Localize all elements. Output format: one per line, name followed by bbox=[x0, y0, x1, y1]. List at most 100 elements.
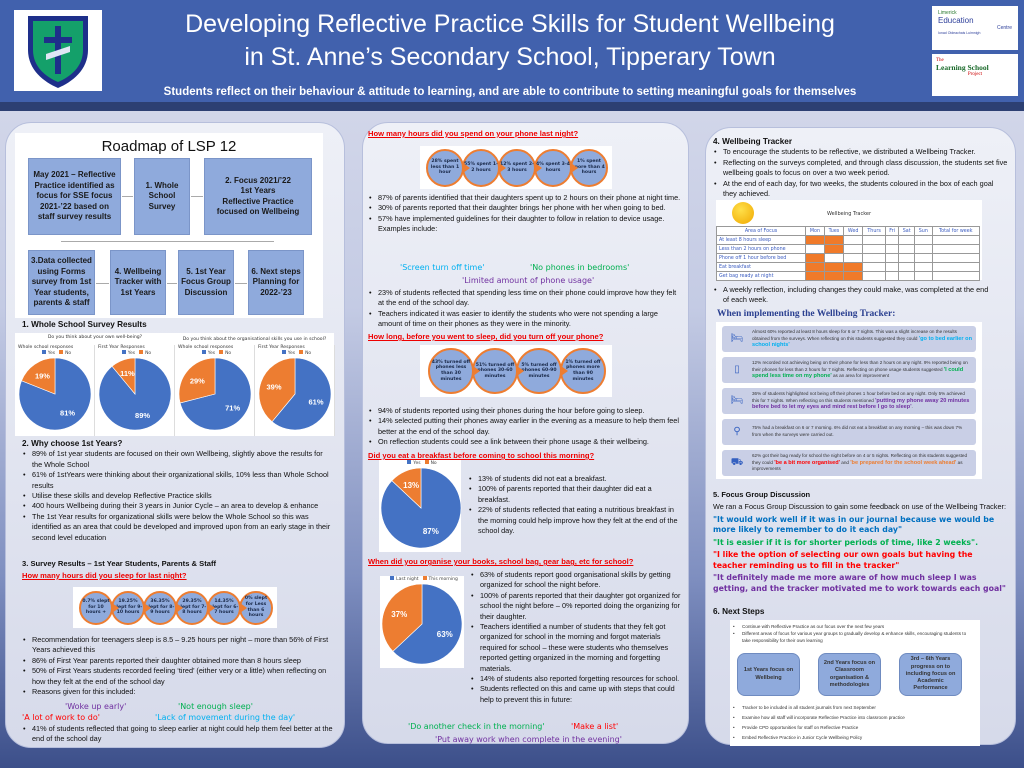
chart-title: First Year Responses bbox=[98, 345, 145, 350]
section-1-heading: 1. Whole School Survey Results bbox=[22, 320, 147, 329]
pie-svg: 87% 13% bbox=[380, 467, 462, 549]
survey-pie-charts: Do you think about your own well-being? … bbox=[15, 333, 335, 436]
pie-data-label: 11% bbox=[120, 369, 135, 378]
tracker-cell bbox=[862, 271, 886, 281]
tracker-cell bbox=[843, 244, 864, 254]
bullet: At the end of each day, for two weeks, t… bbox=[713, 179, 1008, 200]
tracker-column-header: Total for week bbox=[931, 226, 981, 236]
sleep-conclusion: 41% of students reflected that going to … bbox=[22, 724, 334, 745]
title-line-1: Developing Reflective Practice Skills fo… bbox=[185, 10, 835, 38]
roadmap-step-3: 3.Data collected using Forms survey from… bbox=[28, 250, 95, 315]
tracker-cell bbox=[843, 235, 864, 245]
bullet: 14% of students also reported forgetting… bbox=[470, 674, 685, 685]
tracker-cell bbox=[884, 262, 900, 272]
limerick-education-centre-logo: Limerick Education Centre Ionad Oideacha… bbox=[932, 6, 1018, 50]
legend-swatch bbox=[407, 460, 412, 464]
focus-group-quote: "I like the option of selecting our own … bbox=[713, 550, 973, 570]
student-quote: 'be a bit more organised' bbox=[774, 459, 840, 466]
result-text: Almost 60% reported at least 8 hours sle… bbox=[752, 329, 957, 341]
tracker-total-cell bbox=[931, 235, 981, 245]
poster-subtitle: Students reflect on their behaviour & at… bbox=[163, 86, 857, 98]
tracker-column-header: Tues bbox=[823, 226, 845, 236]
tracker-column-header: Fri bbox=[884, 226, 900, 236]
bed-icon: 🛏 bbox=[730, 332, 744, 344]
bullet: Students reflected on this and came up w… bbox=[470, 684, 685, 705]
next-steps: Continue with Reflective Practice as our… bbox=[730, 620, 980, 746]
result-circle: 0.7% slept for 10 hours + bbox=[79, 590, 119, 625]
quote: 'Lack of movement during the day' bbox=[155, 713, 296, 722]
next-step-box-2nd-years: 2nd Years focus on Classroom organisatio… bbox=[818, 653, 881, 696]
tracker-area: At least 8 hours sleep bbox=[715, 235, 807, 245]
chart-group-title: Do you think about your own well-being? bbox=[47, 335, 143, 340]
logo-text: Ionad Oideachais Luimnigh bbox=[938, 31, 981, 35]
legend-swatch bbox=[390, 576, 395, 580]
school-crest-logo bbox=[14, 10, 102, 91]
result-text: 75% had a breakfast on 6 or 7 morning. 6… bbox=[752, 425, 963, 437]
bullet: The 1st Year results for organizational … bbox=[22, 512, 334, 543]
tracker-cell bbox=[862, 244, 886, 254]
tracker-cell-coloured bbox=[805, 271, 825, 281]
tracker-row: At least 8 hours sleep bbox=[715, 235, 981, 245]
breakfast-pie-chart: Yes No 87% 13% bbox=[379, 460, 462, 552]
tracker-cell bbox=[843, 253, 864, 263]
quote: 'Make a list' bbox=[571, 722, 619, 731]
chart-group-title: Do you think about the organisational sk… bbox=[182, 337, 327, 342]
implementation-text: 75% had a breakfast on 6 or 7 morning. 6… bbox=[752, 425, 976, 438]
quote: 'Do another check in the morning' bbox=[408, 722, 545, 731]
sleep-results: Recommendation for teenagers sleep is 8.… bbox=[22, 635, 334, 698]
phone-off-question: How long, before you went to sleep, did … bbox=[368, 332, 604, 341]
chart-title: First Year Responses bbox=[258, 345, 305, 350]
bag-icon: ⛟ bbox=[730, 456, 744, 468]
phone-off-diagram: 43% turned off phones less than 30 minut… bbox=[420, 345, 612, 397]
logo-text: Limerick bbox=[938, 10, 957, 16]
legend-swatch bbox=[59, 350, 64, 354]
tracker-cell bbox=[884, 271, 900, 281]
tracker-column-header: Mon bbox=[805, 226, 825, 236]
focus-group-quote: "It is easier if it is for shorter perio… bbox=[713, 537, 979, 547]
logo-text: Learning School bbox=[936, 63, 989, 72]
organise-question: When did you organise your books, school… bbox=[368, 557, 634, 566]
result-text: as improvements bbox=[752, 459, 963, 472]
header-divider bbox=[0, 102, 1024, 111]
learning-school-project-logo: The Learning School Project bbox=[932, 54, 1018, 96]
bullet: 14% selected putting their phones away e… bbox=[368, 416, 683, 437]
result-text: 12% recorded not achieving being on thei… bbox=[752, 360, 968, 372]
arrow-icon bbox=[191, 196, 203, 197]
pie-data-label: 81% bbox=[60, 408, 75, 417]
bullet: 400 hours Wellbeing during their 3 years… bbox=[22, 501, 334, 512]
legend-label: Yes bbox=[207, 351, 216, 356]
student-quote: 'putting my phone away 20 minutes before… bbox=[752, 397, 970, 411]
tracker-column-header: Sun bbox=[914, 226, 933, 236]
pie-svg: 61% 39% bbox=[258, 357, 331, 431]
tracker-row: Phone off 1 hour before bed bbox=[715, 253, 981, 263]
legend-label: Yes bbox=[127, 351, 136, 356]
pie-chart: First Year Responses Yes No 89% 11% bbox=[95, 345, 175, 436]
tracker-cell-coloured bbox=[805, 253, 825, 263]
roadmap: Roadmap of LSP 12 May 2021 – Reflective … bbox=[15, 133, 323, 318]
tracker-column-header: Wed bbox=[843, 226, 864, 236]
tracker-cell bbox=[862, 262, 886, 272]
implementation-text: Almost 60% reported at least 8 hours sle… bbox=[752, 329, 976, 349]
pie-data-label: 63% bbox=[437, 630, 453, 639]
bullet: 89% of 1st year students are focused on … bbox=[22, 449, 334, 470]
tracker-cell bbox=[884, 235, 900, 245]
chart-legend: Yes No bbox=[95, 350, 174, 356]
tracker-cell bbox=[914, 262, 933, 272]
pie-slice bbox=[392, 583, 463, 665]
tracker-cell bbox=[898, 262, 916, 272]
quote: 'A lot of work to do' bbox=[22, 713, 100, 722]
bullet: On reflection students could see a link … bbox=[368, 437, 683, 448]
roadmap-step-2: 2. Focus 2021/’22 1st Years Reflective P… bbox=[204, 158, 312, 235]
bullet: Teachers indicated it was easier to iden… bbox=[368, 309, 683, 330]
implementation-result: 🛏 36% of students highlighted not being o… bbox=[722, 388, 976, 414]
tracker-cell bbox=[914, 271, 933, 281]
bullet: 86% of First Year parents reported their… bbox=[22, 656, 334, 667]
tracker-cell bbox=[914, 235, 933, 245]
bullet: 41% of students reflected that going to … bbox=[22, 724, 334, 745]
section-6-heading: 6. Next Steps bbox=[713, 607, 765, 616]
roadmap-step-6: 6. Next steps Planning for 2022-’23 bbox=[248, 250, 304, 315]
pie-chart: First Year Responses Yes No 61% 39% bbox=[255, 345, 335, 436]
student-quote: 'I could spend less time on my phone' bbox=[752, 366, 964, 380]
chart-legend: Yes No bbox=[15, 350, 94, 356]
tracker-cell bbox=[823, 253, 845, 263]
